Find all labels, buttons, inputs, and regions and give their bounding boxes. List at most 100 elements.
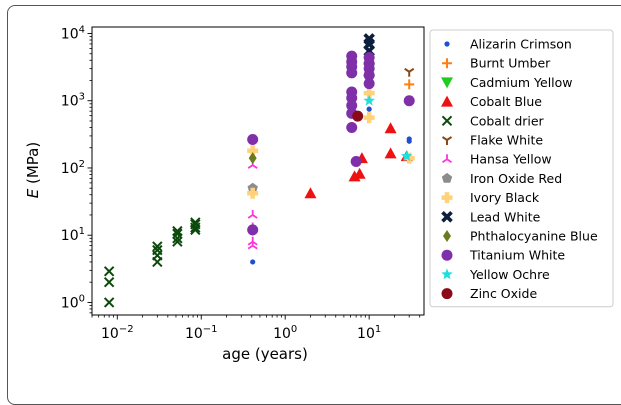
legend-entry: Hansa Yellow	[442, 152, 552, 167]
x-tick-label: 101	[357, 324, 381, 342]
data-point	[248, 152, 257, 165]
data-point	[152, 244, 163, 256]
data-point	[404, 67, 415, 77]
y-tick-label: 103	[61, 92, 85, 110]
series-8	[247, 87, 415, 199]
legend: Alizarin Crimson Burnt Umber Cadmium Yello…	[429, 29, 614, 308]
data-point	[363, 94, 375, 106]
data-point	[363, 78, 375, 90]
legend-marker	[441, 77, 453, 89]
data-point	[363, 33, 375, 45]
data-point	[363, 112, 375, 124]
y-tick-label: 104	[61, 25, 85, 43]
x-axis-label: age (years)	[222, 345, 308, 363]
data-point	[346, 121, 358, 133]
y-axis-label: E (MPa)	[24, 142, 42, 198]
legend-entry: Phthalocyanine Blue	[443, 229, 598, 244]
legend-entry: Yellow Ochre	[441, 267, 550, 282]
x-tick-label: 100	[273, 324, 297, 342]
legend-label: Titanium White	[469, 248, 565, 263]
series-11	[247, 50, 415, 236]
data-point	[247, 224, 259, 236]
data-point	[172, 225, 183, 237]
legend-marker	[441, 192, 453, 204]
data-point	[103, 266, 115, 277]
legend-label: Zinc Oxide	[470, 286, 537, 301]
legend-entry: Lead White	[441, 209, 541, 224]
data-point	[250, 259, 256, 265]
legend-entry: Alizarin Crimson	[444, 37, 572, 52]
series-12	[363, 94, 413, 161]
series-1	[404, 79, 415, 90]
series-5	[404, 67, 415, 77]
data-point	[172, 236, 183, 247]
legend-marker	[442, 58, 452, 69]
data-point	[350, 155, 362, 167]
data-point	[384, 122, 397, 134]
scatter-chart: 10−2 10−1 100 101 100 101 102 103 104 age (years…	[24, 25, 614, 363]
legend-label: Cobalt Blue	[470, 94, 542, 109]
data-point	[366, 106, 372, 112]
data-point	[353, 167, 366, 179]
legend-entry: Titanium White	[441, 248, 565, 263]
legend-label: Hansa Yellow	[470, 152, 552, 167]
series-0	[250, 106, 412, 265]
legend-label: Ivory Black	[470, 190, 540, 205]
legend-marker	[441, 136, 453, 145]
data-point	[401, 150, 413, 161]
x-tick-label: 10−2	[101, 324, 134, 342]
legend-marker	[444, 41, 450, 47]
series-4	[103, 217, 201, 308]
y-axis-label-symbol: E	[24, 188, 42, 198]
data-point	[304, 187, 317, 199]
series-13	[352, 110, 364, 122]
legend-entry: Ivory Black	[441, 190, 540, 205]
legend-entry: Cobalt Blue	[441, 94, 542, 109]
legend-entry: Burnt Umber	[442, 56, 551, 71]
y-tick-label: 101	[61, 226, 85, 244]
legend-label: Alizarin Crimson	[470, 37, 572, 52]
data-point	[103, 297, 115, 308]
data-point	[247, 236, 258, 246]
legend-marker	[441, 211, 453, 223]
legend-entry: Zinc Oxide	[441, 286, 537, 301]
data-point	[190, 217, 201, 228]
y-tick-label: 100	[61, 293, 85, 311]
y-axis-label-unit: (MPa)	[24, 142, 42, 189]
legend-marker	[441, 268, 453, 280]
legend-marker	[442, 154, 452, 163]
legend-label: Yellow Ochre	[469, 267, 550, 282]
y-tick-label: 102	[61, 159, 85, 177]
legend-entry: Cobalt drier	[441, 113, 545, 128]
legend-label: Lead White	[470, 209, 541, 224]
data-point	[352, 110, 364, 122]
data-point	[346, 67, 358, 79]
legend-entry: Cadmium Yellow	[441, 75, 573, 90]
legend-marker	[443, 230, 451, 242]
plot-layer	[103, 33, 415, 308]
legend-label: Cobalt drier	[470, 113, 545, 128]
legend-label: Burnt Umber	[470, 56, 551, 71]
legend-label: Flake White	[470, 133, 543, 148]
legend-marker	[441, 115, 453, 127]
legend-marker	[441, 249, 453, 261]
legend-marker	[441, 288, 453, 300]
data-point	[404, 79, 415, 90]
legend-marker	[441, 95, 453, 107]
data-point	[172, 228, 183, 239]
legend-entry: Iron Oxide Red	[441, 171, 562, 186]
data-point	[103, 276, 115, 288]
legend-marker	[441, 172, 453, 183]
x-tick-label: 10−1	[185, 324, 218, 342]
data-point	[190, 219, 201, 230]
data-point	[247, 209, 258, 219]
axes-layer: 10−2 10−1 100 101 100 101 102 103 104	[61, 25, 425, 342]
legend-box	[429, 29, 614, 308]
data-point	[363, 69, 375, 81]
data-point	[152, 241, 163, 252]
series-7	[247, 182, 258, 193]
data-point	[403, 95, 415, 107]
legend-label: Phthalocyanine Blue	[470, 229, 598, 244]
data-point	[346, 92, 358, 104]
legend-label: Cadmium Yellow	[470, 75, 573, 90]
